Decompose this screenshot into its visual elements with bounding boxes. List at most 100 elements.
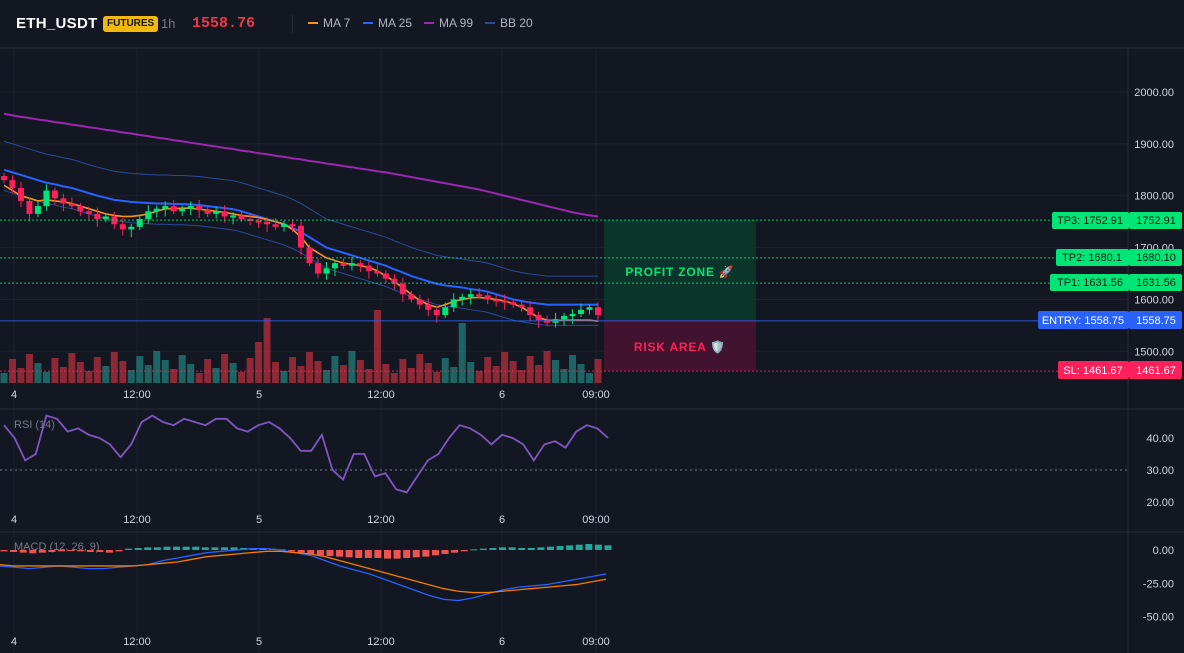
macd-histogram-bar (383, 550, 391, 559)
candle-body (476, 294, 483, 297)
candle-body (340, 263, 347, 266)
macd-histogram-bar (288, 550, 296, 552)
macd-histogram-bar (192, 546, 200, 550)
x-tick-label: 4 (11, 636, 17, 648)
macd-histogram-bar (230, 547, 238, 550)
candle-body (153, 208, 160, 212)
macd-histogram-bar (29, 550, 37, 554)
volume-bar (518, 370, 526, 383)
x-tick-label: 5 (256, 389, 262, 401)
volume-bar (390, 373, 398, 383)
macd-histogram-bar (182, 546, 190, 550)
x-tick-label: 6 (499, 514, 505, 526)
candle-body (196, 206, 203, 211)
candle-body (272, 224, 279, 227)
macd-histogram-bar (585, 544, 593, 550)
volume-bar (59, 367, 67, 383)
ma99-line (3, 112, 599, 218)
macd-histogram-bar (58, 550, 66, 552)
volume-bar (85, 371, 93, 383)
macd-histogram-bar (96, 550, 104, 552)
candle-body (467, 294, 474, 297)
sl-label[interactable]: SL: 1461.67 (1058, 361, 1129, 379)
candle-body (399, 283, 406, 295)
candle-body (459, 296, 466, 300)
volume-bar (289, 357, 297, 383)
volume-bar (127, 370, 135, 383)
volume-bar (552, 360, 560, 383)
candle-body (518, 304, 525, 308)
candle-body (442, 307, 449, 315)
legend-ma25[interactable]: MA 25 (363, 16, 412, 30)
volume-bar (297, 366, 305, 383)
price-tick-label: 1900.00 (1134, 139, 1174, 151)
macd-histogram-bar (594, 544, 602, 550)
candle-body (145, 211, 152, 220)
ma99-swatch (424, 22, 434, 24)
legend-bb20[interactable]: BB 20 (485, 16, 533, 30)
volume-bar (416, 354, 424, 383)
macd-title: MACD (12, 26, 9) (14, 541, 100, 553)
macd-histogram-bar (393, 550, 401, 559)
volume-bar (221, 354, 229, 383)
volume-bar (331, 356, 339, 383)
tp3-label[interactable]: TP3: 1752.91 (1052, 212, 1129, 229)
macd-histogram-bar (336, 550, 344, 557)
macd-histogram-bar (546, 546, 554, 550)
candle-body (450, 299, 457, 308)
macd-histogram-bar (566, 545, 574, 550)
macd-histogram-bar (67, 550, 75, 551)
symbol-name[interactable]: ETH_USDT (16, 15, 98, 32)
volume-bar (314, 361, 322, 383)
legend-ma25-label: MA 25 (378, 16, 413, 30)
legend-ma99[interactable]: MA 99 (424, 16, 473, 30)
volume-bar (501, 352, 509, 383)
candle-body (187, 206, 194, 209)
grid-lines (0, 48, 1128, 653)
ma25-swatch (363, 22, 373, 24)
candlesticks (1, 172, 601, 328)
macd-histogram-bar (77, 550, 85, 552)
entry-label[interactable]: ENTRY: 1558.75 (1038, 311, 1129, 329)
candle-body (204, 210, 211, 214)
candle-body (238, 215, 245, 220)
volume-bar (42, 372, 50, 383)
tp1-label[interactable]: TP1: 1631.56 (1050, 274, 1129, 291)
macd-histogram-bar (297, 550, 305, 553)
macd-histogram-bar (499, 547, 507, 550)
legend-ma7[interactable]: MA 7 (308, 16, 350, 30)
volume-bar (560, 369, 568, 383)
volume-bar (467, 362, 475, 383)
candle-body (544, 320, 551, 323)
x-tick-label: 5 (256, 636, 262, 648)
macd-histogram-bar (326, 550, 334, 556)
x-tick-label: 4 (11, 389, 17, 401)
macd-histogram-bar (0, 550, 8, 552)
candle-body (595, 307, 601, 315)
candle-body (365, 265, 372, 271)
x-tick-label: 09:00 (582, 514, 610, 526)
candle-body (535, 314, 542, 321)
candle-body (26, 200, 33, 214)
macd-histogram-bar (125, 548, 133, 550)
timeframe-label[interactable]: 1h (161, 16, 176, 31)
x-tick-label: 6 (499, 389, 505, 401)
macd-histogram-bar (355, 550, 363, 558)
candle-body (314, 263, 321, 274)
ma7-swatch (308, 22, 318, 24)
x-tick-label: 12:00 (367, 389, 395, 401)
price-tick-label: 1800.00 (1134, 191, 1174, 203)
volume-bar (475, 371, 483, 383)
rsi-tick-label: 20.00 (1146, 497, 1174, 509)
volume-bar (543, 351, 551, 383)
candle-body (94, 213, 101, 220)
legend-bb20-label: BB 20 (500, 16, 533, 30)
candle-body (408, 294, 415, 300)
volume-bar (195, 373, 203, 383)
candle-body (578, 309, 585, 314)
macd-histogram-bar (441, 550, 449, 554)
tp2-label[interactable]: TP2: 1680.1 (1056, 249, 1129, 266)
macd-histogram-bar (470, 549, 478, 551)
macd-histogram-bar (508, 547, 516, 550)
